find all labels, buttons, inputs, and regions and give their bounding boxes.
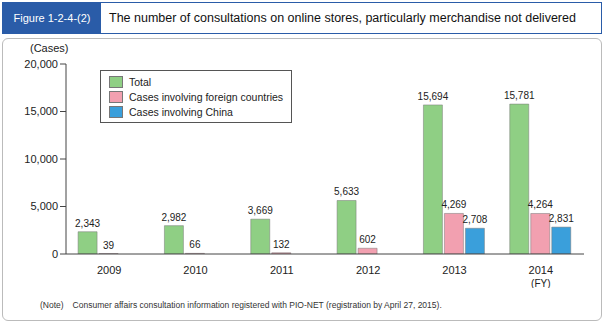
svg-text:10,000: 10,000 bbox=[24, 153, 58, 165]
html-text:Cases involving foreign countr: Cases involving foreign countries bbox=[129, 90, 284, 103]
html-text:Cases involving China: Cases involving China bbox=[129, 105, 233, 118]
svg-text:4,264: 4,264 bbox=[528, 199, 553, 210]
svg-text:2010: 2010 bbox=[183, 264, 207, 276]
svg-text:2,982: 2,982 bbox=[161, 212, 186, 223]
svg-text:2011: 2011 bbox=[270, 264, 294, 276]
svg-text:2,831: 2,831 bbox=[549, 213, 574, 224]
svg-text:2,343: 2,343 bbox=[75, 218, 100, 229]
svg-text:2012: 2012 bbox=[356, 264, 380, 276]
html-text:(Note) Consumer affairs consul: (Note) Consumer affairs consultation inf… bbox=[40, 300, 442, 310]
html-text:Total: Total bbox=[129, 75, 152, 88]
html-text:The number of consultations on: The number of consultations on online st… bbox=[109, 11, 576, 25]
svg-text:15,781: 15,781 bbox=[504, 90, 535, 101]
svg-text:5,633: 5,633 bbox=[334, 186, 359, 197]
svg-text:20,000: 20,000 bbox=[24, 58, 58, 70]
svg-text:2013: 2013 bbox=[442, 264, 466, 276]
svg-text:15,694: 15,694 bbox=[418, 91, 449, 102]
svg-text:2014: 2014 bbox=[529, 264, 553, 276]
svg-text:2,708: 2,708 bbox=[462, 214, 487, 225]
svg-text:602: 602 bbox=[359, 234, 376, 245]
svg-text:39: 39 bbox=[103, 240, 115, 251]
svg-text:132: 132 bbox=[273, 239, 290, 250]
svg-text:(FY): (FY) bbox=[531, 278, 550, 288]
svg-text:66: 66 bbox=[189, 239, 201, 250]
html-text:(Cases): (Cases) bbox=[30, 42, 69, 54]
svg-text:0: 0 bbox=[52, 248, 58, 260]
html-text:Figure 1-2-4-(2): Figure 1-2-4-(2) bbox=[13, 12, 91, 24]
svg-text:15,000: 15,000 bbox=[24, 105, 58, 117]
svg-text:3,669: 3,669 bbox=[248, 205, 273, 216]
svg-text:2009: 2009 bbox=[97, 264, 121, 276]
svg-text:5,000: 5,000 bbox=[30, 200, 58, 212]
svg-text:4,269: 4,269 bbox=[441, 199, 466, 210]
